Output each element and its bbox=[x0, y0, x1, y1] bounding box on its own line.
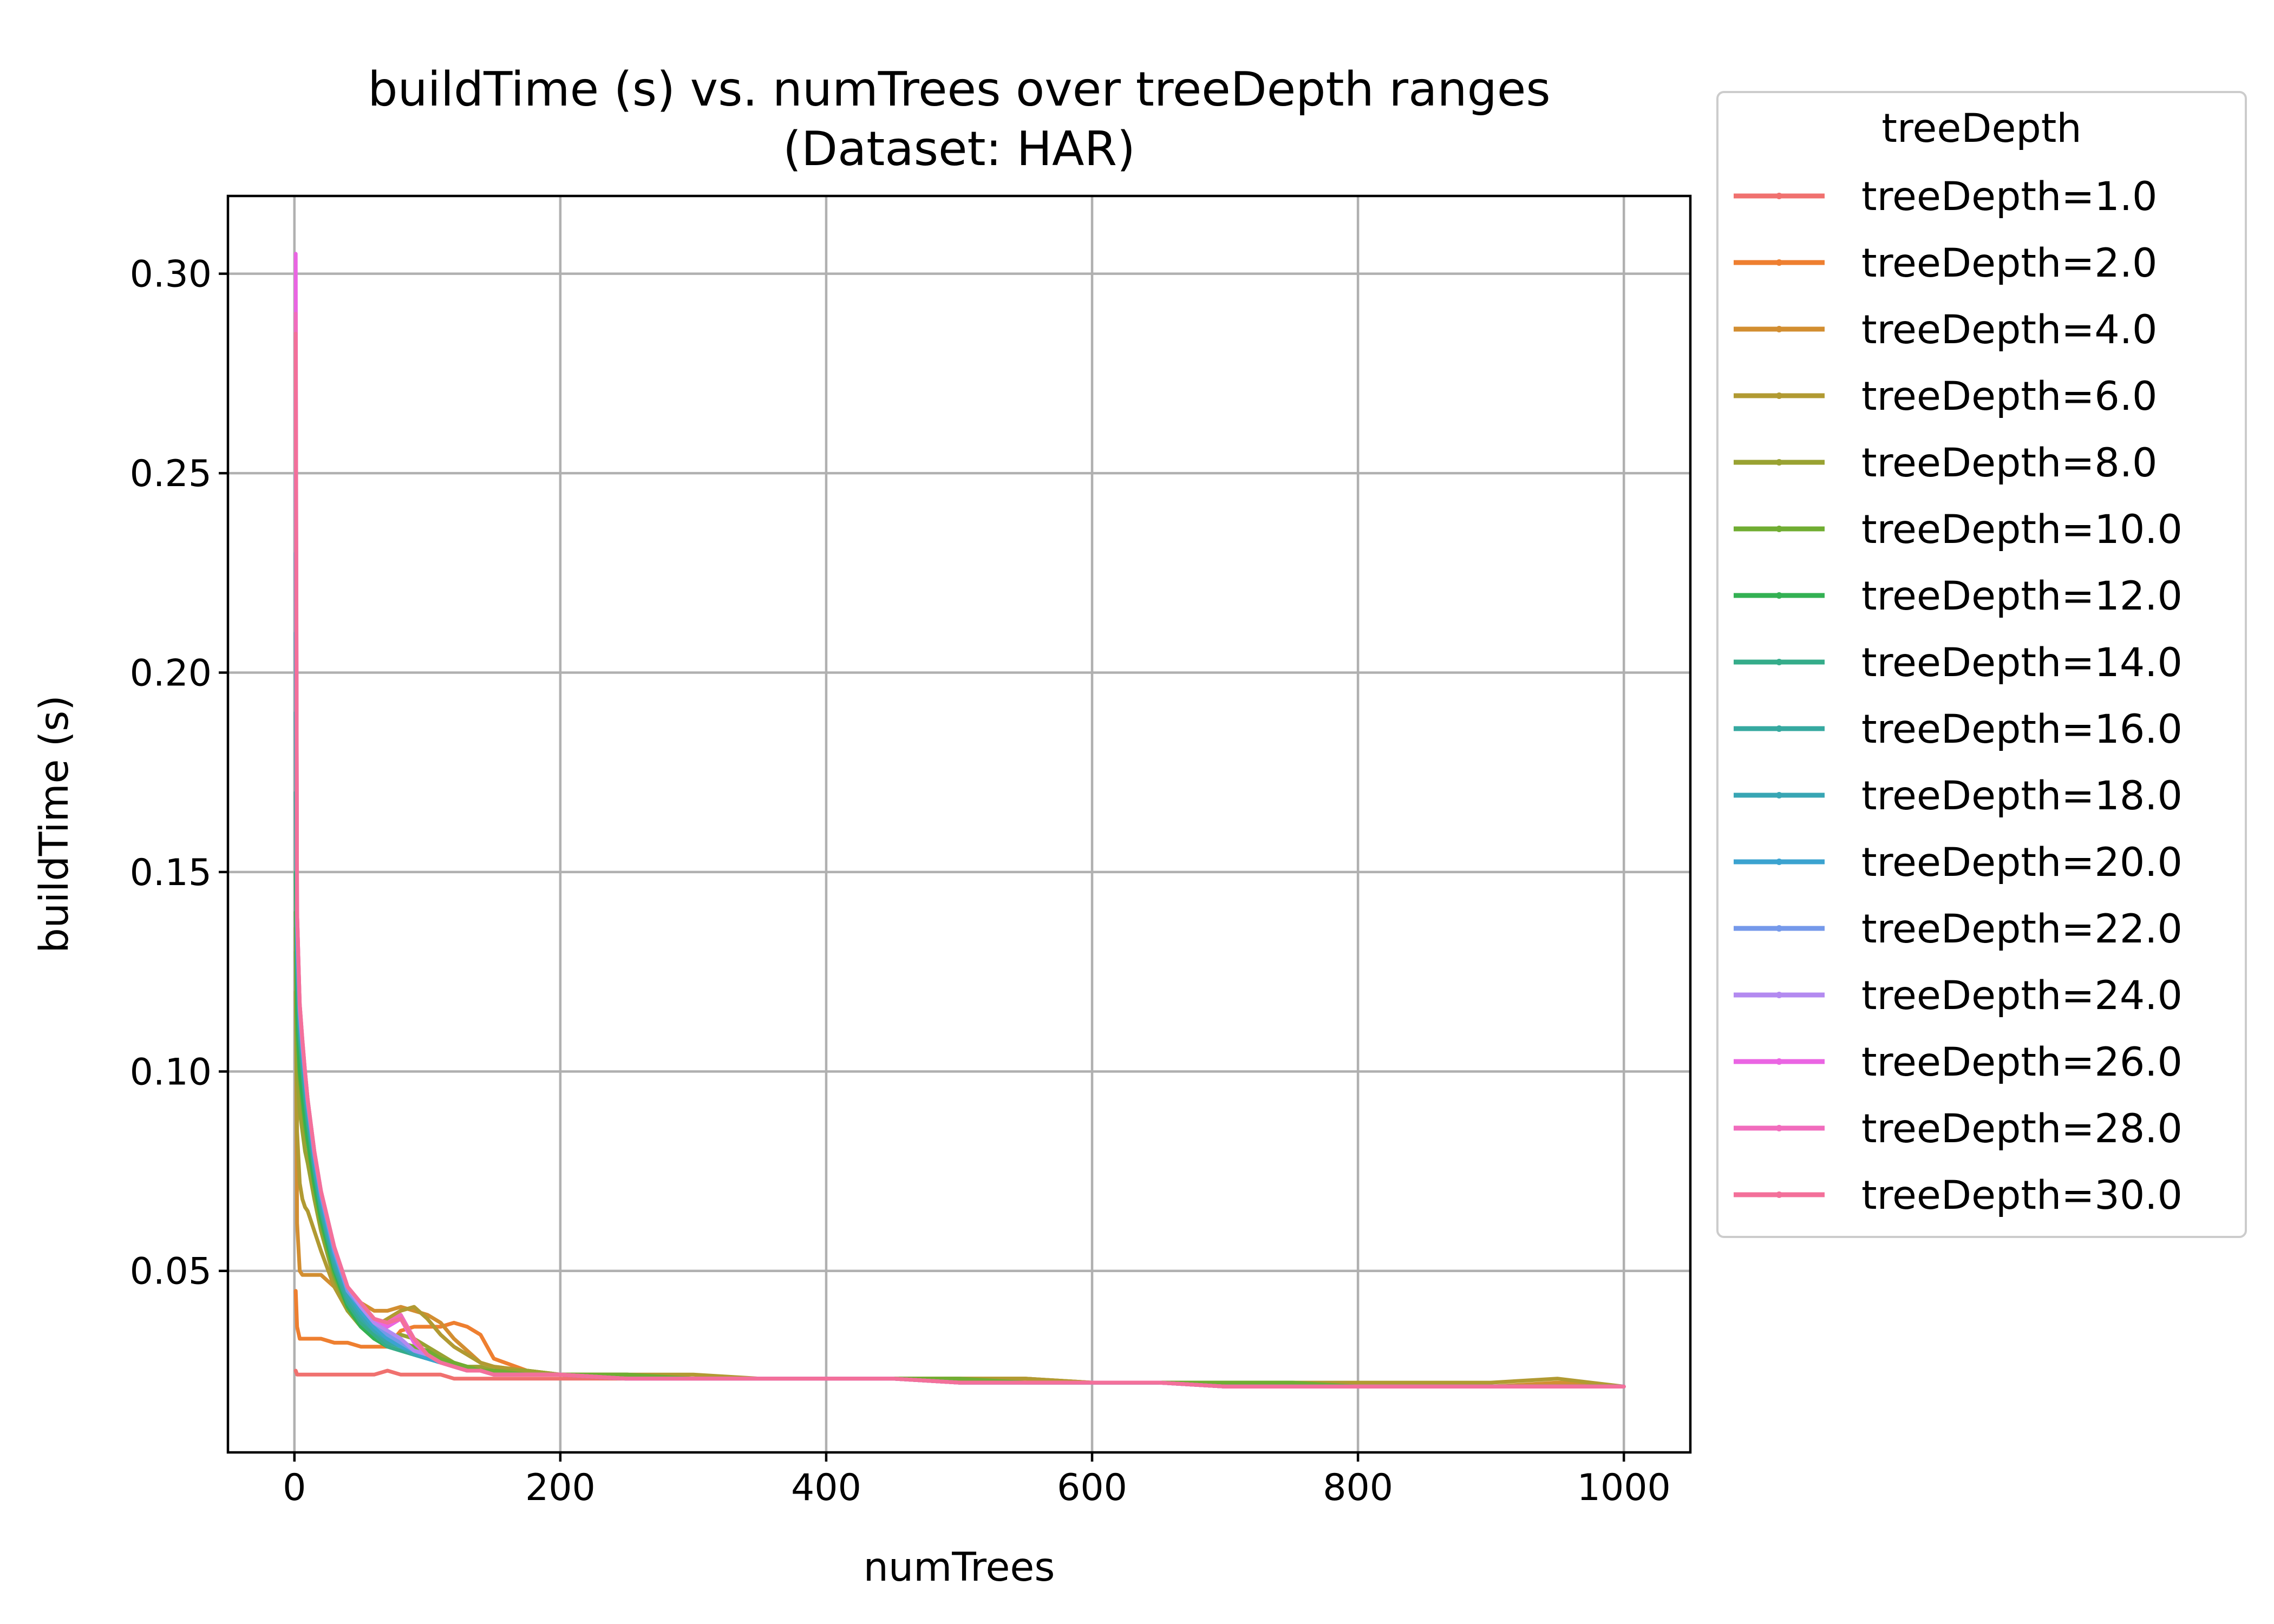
legend-label: treeDepth=2.0 bbox=[1861, 240, 2157, 286]
legend-label: treeDepth=8.0 bbox=[1861, 440, 2157, 486]
series-line bbox=[293, 990, 1626, 1389]
y-tick-label: 0.25 bbox=[130, 453, 212, 495]
legend-label: treeDepth=24.0 bbox=[1861, 973, 2182, 1019]
legend-label: treeDepth=14.0 bbox=[1861, 640, 2182, 686]
legend-marker bbox=[1776, 1058, 1782, 1065]
legend-items: treeDepth=1.0 treeDepth=2.0 treeDepth=4.0 t… bbox=[1734, 174, 2182, 1219]
legend-marker bbox=[1776, 992, 1782, 998]
axis-ticks: 0 200 400 600 800 1000 0.05 0.10 0.15 0.20 0.25 0.3… bbox=[130, 253, 1671, 1509]
series-line bbox=[293, 331, 1626, 1389]
y-tick-label: 0.05 bbox=[130, 1250, 212, 1293]
plot-frame bbox=[226, 194, 1692, 1454]
series-line bbox=[293, 870, 1626, 1389]
series-line bbox=[293, 710, 1626, 1389]
legend-box bbox=[1716, 91, 2247, 1238]
legend-label: treeDepth=1.0 bbox=[1861, 174, 2157, 220]
series-line bbox=[293, 790, 1626, 1389]
legend-marker bbox=[1776, 1191, 1782, 1198]
series-line bbox=[293, 311, 1626, 1389]
legend-marker bbox=[1776, 592, 1782, 599]
legend-marker bbox=[1776, 459, 1782, 466]
y-tick-label: 0.15 bbox=[130, 852, 212, 894]
legend-label: treeDepth=18.0 bbox=[1861, 773, 2182, 819]
y-tick-label: 0.30 bbox=[130, 253, 212, 296]
legend-label: treeDepth=6.0 bbox=[1861, 374, 2157, 420]
series-line bbox=[293, 252, 1626, 1389]
y-tick-label: 0.10 bbox=[130, 1051, 212, 1093]
series-lines bbox=[293, 252, 1626, 1389]
series-line bbox=[293, 949, 1626, 1389]
legend-marker bbox=[1776, 659, 1782, 665]
series-line bbox=[293, 910, 1626, 1389]
legend-label: treeDepth=4.0 bbox=[1861, 307, 2157, 353]
legend-label: treeDepth=30.0 bbox=[1861, 1173, 2182, 1219]
x-tick-label: 400 bbox=[791, 1466, 861, 1509]
legend-marker bbox=[1776, 725, 1782, 732]
legend-marker bbox=[1776, 193, 1782, 199]
legend-marker bbox=[1776, 259, 1782, 266]
legend-label: treeDepth=12.0 bbox=[1861, 573, 2182, 619]
legend-label: treeDepth=16.0 bbox=[1861, 706, 2182, 752]
y-axis-label: buildTime (s) bbox=[31, 695, 77, 953]
legend-label: treeDepth=28.0 bbox=[1861, 1106, 2182, 1152]
legend-label: treeDepth=26.0 bbox=[1861, 1039, 2182, 1085]
legend-marker bbox=[1776, 392, 1782, 399]
legend-marker bbox=[1776, 859, 1782, 865]
series-line bbox=[293, 391, 1626, 1389]
x-axis-label: numTrees bbox=[864, 1544, 1055, 1590]
x-tick-label: 600 bbox=[1057, 1466, 1127, 1509]
series-line bbox=[293, 631, 1626, 1389]
legend-marker bbox=[1776, 526, 1782, 532]
legend-label: treeDepth=20.0 bbox=[1861, 840, 2182, 886]
legend-marker bbox=[1776, 1125, 1782, 1131]
legend: treeDepth treeDepth=1.0treeDepth=2.0tree… bbox=[1716, 91, 2247, 1238]
x-tick-label: 800 bbox=[1323, 1466, 1393, 1509]
legend-title: treeDepth bbox=[1881, 106, 2081, 152]
legend-marker bbox=[1776, 326, 1782, 332]
series-line bbox=[293, 926, 1626, 1389]
chart-title: buildTime (s) vs. numTrees over treeDept… bbox=[368, 62, 1550, 117]
legend-label: treeDepth=10.0 bbox=[1861, 507, 2182, 553]
x-tick-label: 1000 bbox=[1577, 1466, 1671, 1509]
legend-marker bbox=[1776, 792, 1782, 798]
series-line bbox=[293, 551, 1626, 1389]
grid bbox=[228, 196, 1690, 1452]
x-tick-label: 0 bbox=[283, 1466, 306, 1509]
chart-subtitle: (Dataset: HAR) bbox=[783, 121, 1135, 176]
y-tick-label: 0.20 bbox=[130, 652, 212, 695]
x-tick-label: 200 bbox=[525, 1466, 596, 1509]
legend-marker bbox=[1776, 925, 1782, 932]
legend-label: treeDepth=22.0 bbox=[1861, 906, 2182, 952]
series-line bbox=[293, 471, 1626, 1389]
